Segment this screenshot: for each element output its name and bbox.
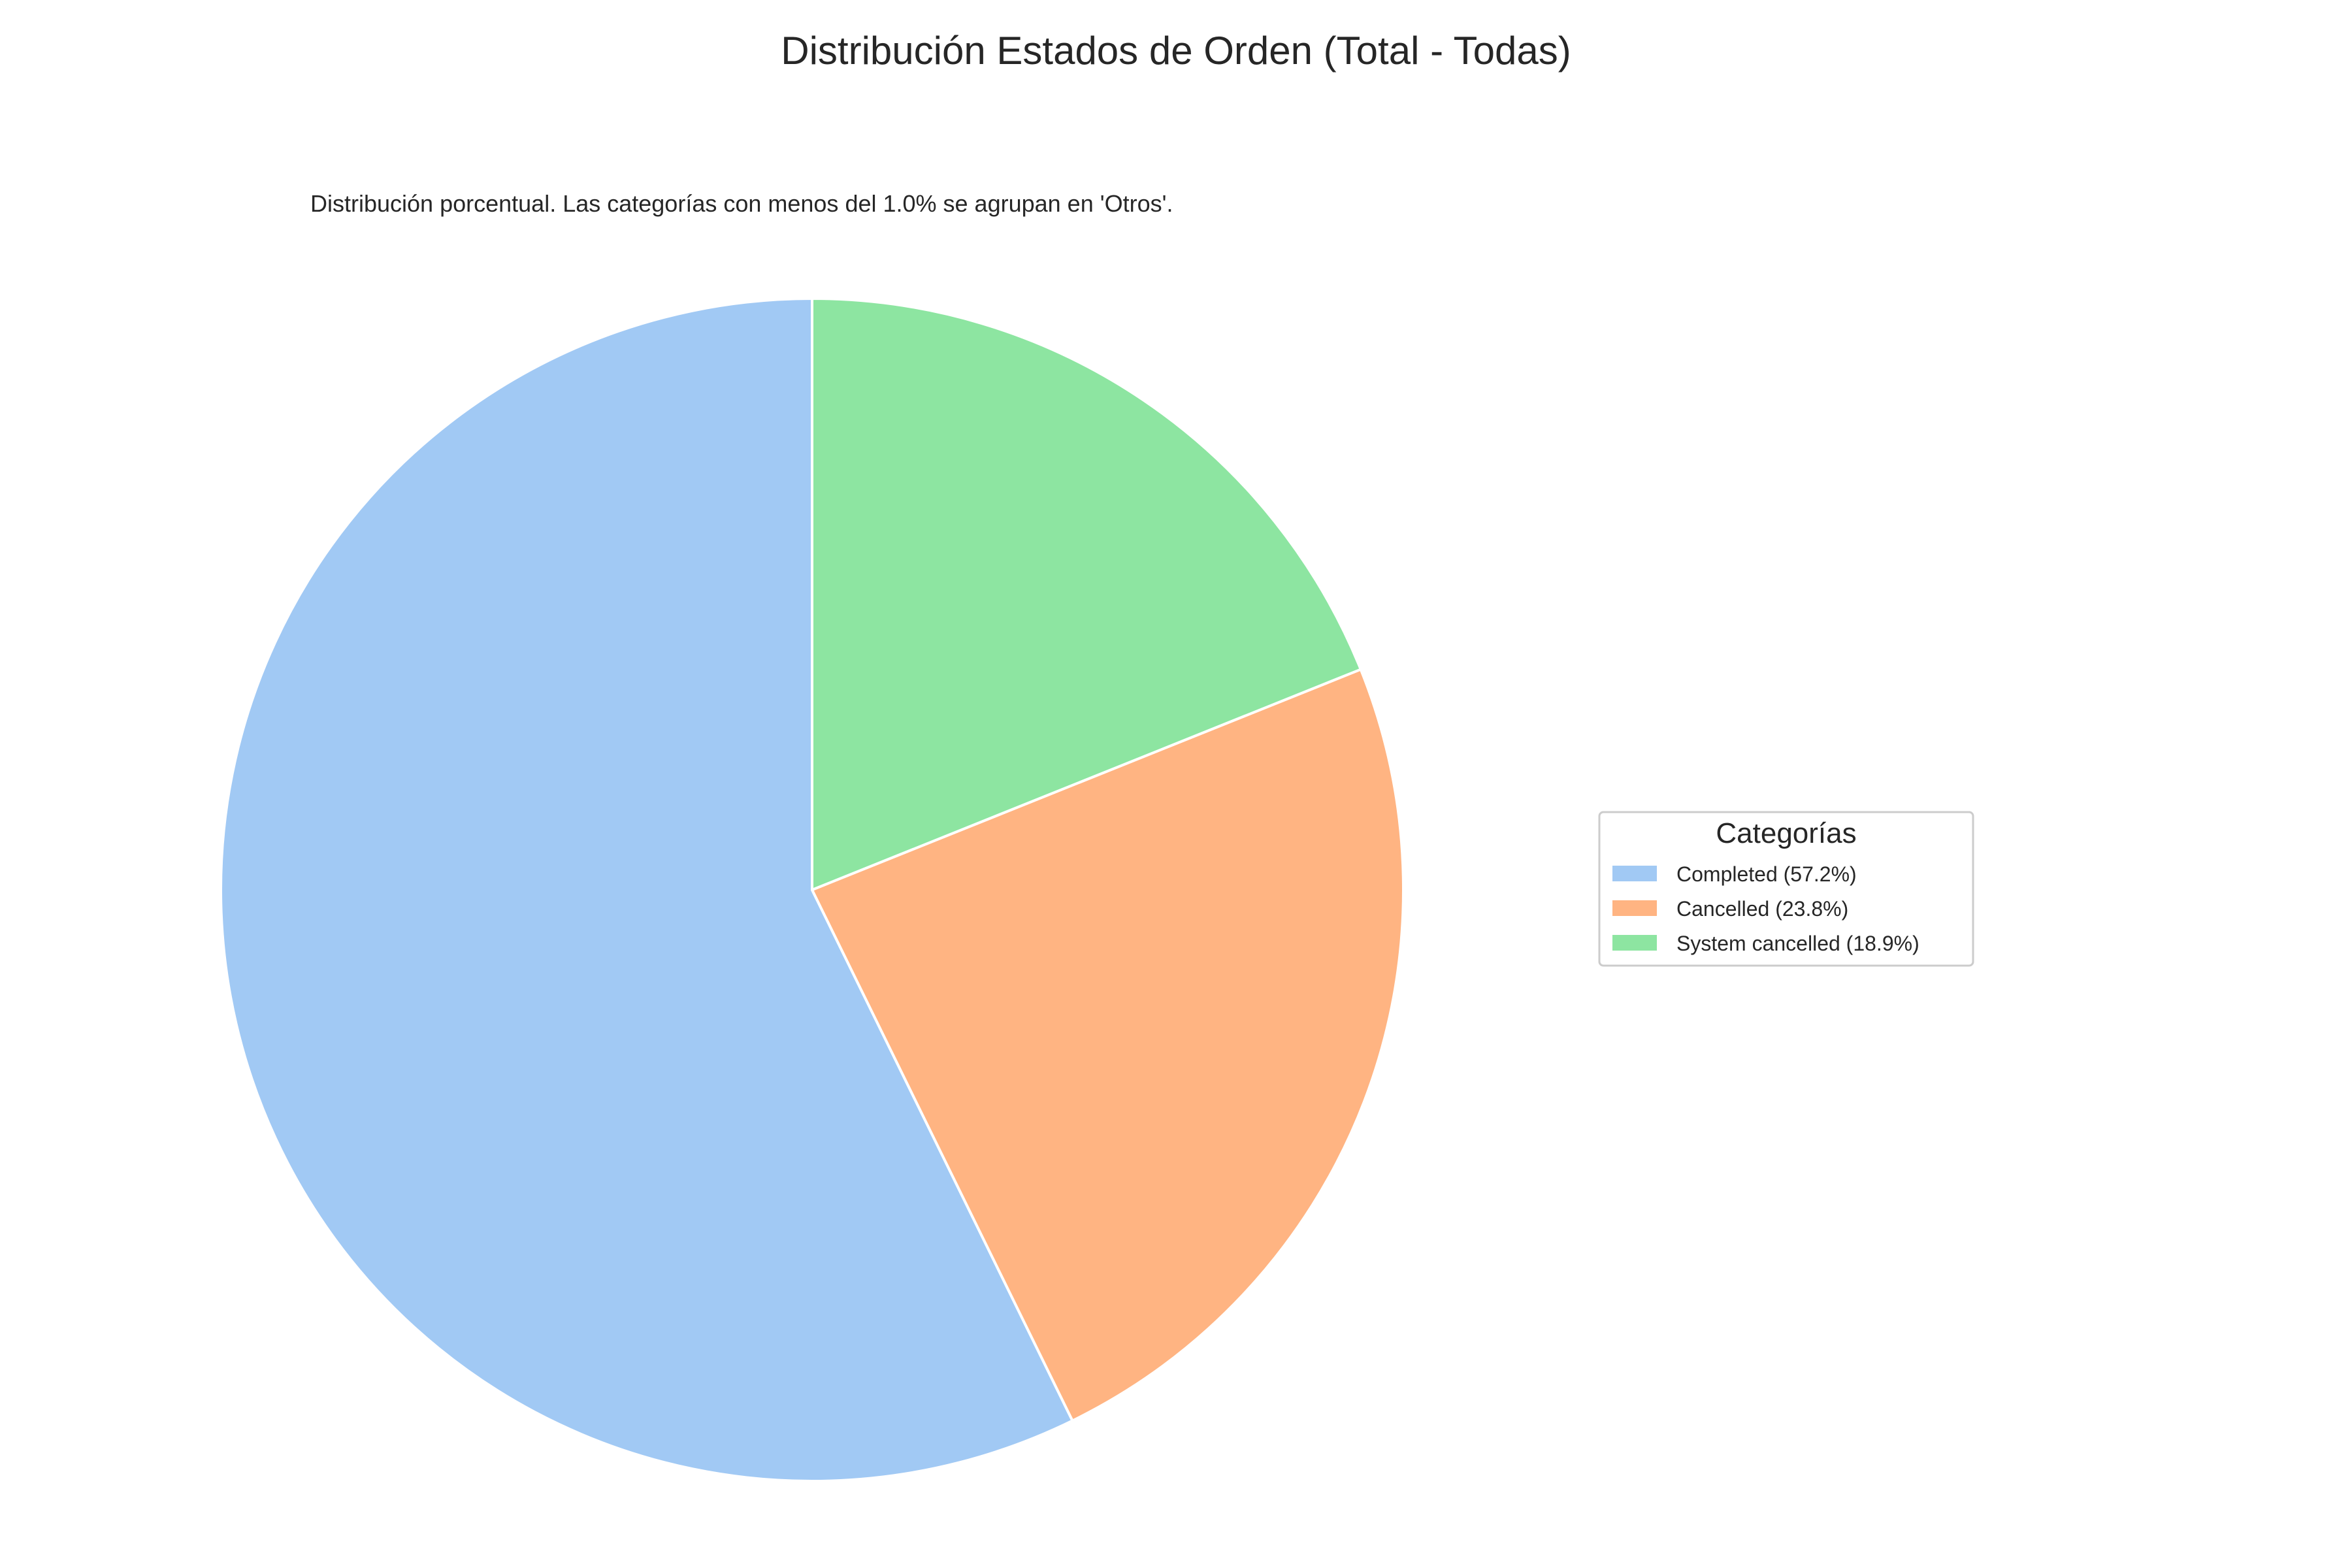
pie-slice-cancelled xyxy=(811,668,1405,1422)
chart-title: Distribución Estados de Orden (Total - T… xyxy=(781,29,1571,73)
pie-slices xyxy=(220,297,1405,1482)
legend-swatch-system-cancelled xyxy=(1612,935,1657,951)
legend-title: Categorías xyxy=(1716,817,1856,849)
legend-label-system-cancelled: System cancelled (18.9%) xyxy=(1676,932,1919,955)
legend-label-completed: Completed (57.2%) xyxy=(1676,862,1857,886)
legend-entries: Completed (57.2%) Cancelled (23.8%) System… xyxy=(1612,862,1919,955)
legend-swatch-cancelled xyxy=(1612,900,1657,916)
pie-slice-system-cancelled xyxy=(811,297,1362,891)
legend: Categorías Completed (57.2%) Cancelled (2… xyxy=(1598,811,1974,967)
chart-subtitle: Distribución porcentual. Las categorías … xyxy=(310,190,1173,217)
legend-swatch-completed xyxy=(1612,866,1657,881)
legend-label-cancelled: Cancelled (23.8%) xyxy=(1676,897,1848,921)
legend-frame xyxy=(1598,811,1974,967)
pie-slice-completed xyxy=(220,297,1074,1482)
